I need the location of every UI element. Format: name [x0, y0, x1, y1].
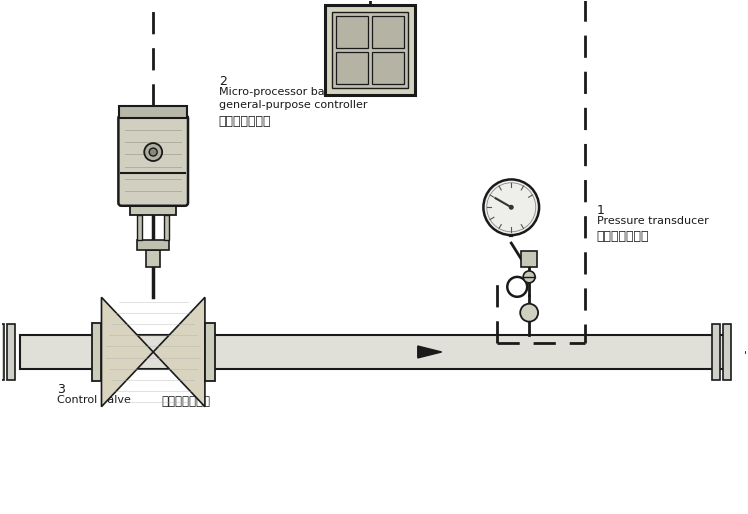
Polygon shape — [153, 297, 205, 407]
Circle shape — [483, 179, 539, 235]
Text: 1: 1 — [597, 204, 604, 217]
Bar — [521, 251, 537, 267]
Bar — [7, 324, 15, 380]
Text: general-purpose controller: general-purpose controller — [219, 100, 367, 110]
Text: （压力变送器）: （压力变送器） — [597, 230, 649, 243]
Bar — [336, 52, 368, 84]
Bar — [147, 249, 160, 267]
Bar — [164, 215, 169, 240]
Bar — [372, 52, 404, 84]
Bar — [205, 323, 215, 381]
FancyBboxPatch shape — [118, 115, 188, 206]
Text: Pressure transducer: Pressure transducer — [597, 216, 708, 226]
Bar — [332, 12, 408, 88]
Circle shape — [523, 271, 535, 283]
Text: Control valve: Control valve — [57, 395, 131, 405]
Circle shape — [144, 143, 162, 161]
Text: Micro-processor based: Micro-processor based — [219, 87, 344, 97]
Circle shape — [520, 304, 538, 322]
Bar — [723, 324, 731, 380]
Circle shape — [149, 148, 157, 156]
Bar — [138, 240, 169, 249]
Bar — [138, 215, 142, 240]
Text: （压力控制仪）: （压力控制仪） — [219, 115, 272, 128]
Text: 2: 2 — [219, 75, 227, 88]
Bar — [0, 324, 4, 380]
Polygon shape — [102, 297, 153, 407]
Circle shape — [509, 205, 514, 210]
Bar — [712, 324, 720, 380]
Bar — [91, 323, 102, 381]
Bar — [130, 203, 176, 215]
Bar — [372, 16, 404, 48]
Bar — [120, 106, 187, 118]
Text: （电动调节阀）: （电动调节阀） — [161, 395, 210, 408]
Bar — [336, 16, 368, 48]
Bar — [20, 335, 728, 370]
Text: 3: 3 — [57, 383, 64, 396]
Polygon shape — [418, 346, 441, 358]
Bar — [325, 5, 415, 95]
